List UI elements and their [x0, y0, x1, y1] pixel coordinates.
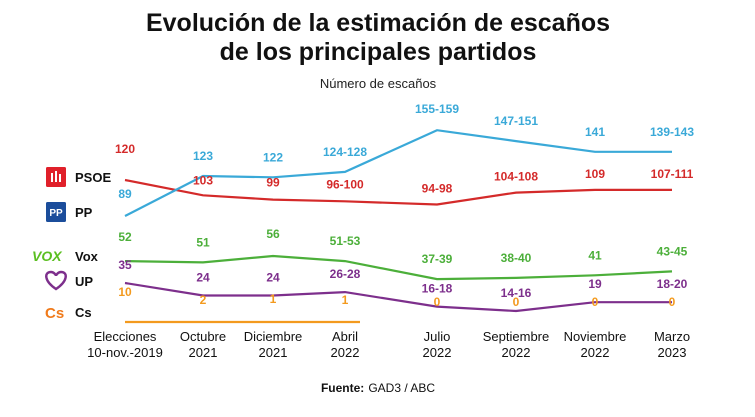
legend-label-up: UP [75, 274, 93, 289]
x-tick-line: 2022 [331, 345, 360, 360]
x-tick-label-6: Noviembre 2022 [564, 329, 627, 360]
data-label-cs-3: 1 [342, 293, 349, 307]
data-label-up-7: 18-20 [657, 277, 688, 291]
chart-subtitle: Número de escaños [320, 76, 437, 91]
data-label-pp-5: 147-151 [494, 114, 538, 128]
data-label-up-5: 14-16 [501, 286, 532, 300]
x-tick-label-1: Octubre 2021 [180, 329, 226, 360]
chart-title-line1: Evolución de la estimación de escaños [146, 9, 610, 37]
x-tick-line: 2022 [423, 345, 452, 360]
psoe-rose-mark [51, 171, 61, 182]
x-tick-line: Elecciones [94, 329, 157, 344]
data-label-cs-0: 10 [118, 285, 132, 299]
data-label-vox-6: 41 [588, 248, 602, 262]
data-label-cs-1: 2 [200, 293, 207, 307]
source-value: GAD3 / ABC [368, 381, 435, 395]
data-label-vox-4: 37-39 [422, 252, 453, 266]
pp-logo-text: PP [49, 208, 63, 219]
data-label-psoe-3: 96-100 [326, 177, 364, 191]
data-label-vox-3: 51-53 [330, 234, 361, 248]
x-tick-label-0: Elecciones 10-nov.-2019 [87, 329, 163, 360]
data-label-vox-7: 43-45 [657, 244, 688, 258]
up-logo-icon [45, 270, 67, 291]
legend-item-psoe: PSOE [46, 167, 111, 187]
data-label-psoe-7: 107-111 [651, 167, 694, 181]
source-label: Fuente: [321, 381, 364, 395]
x-tick-label-7: Marzo 2023 [654, 329, 690, 360]
data-label-cs-2: 1 [270, 292, 277, 306]
data-label-cs-5: 0 [513, 295, 520, 309]
data-label-psoe-0: 120 [115, 142, 135, 156]
x-tick-line: Diciembre [244, 329, 303, 344]
data-label-vox-1: 51 [196, 235, 210, 249]
x-tick-line: Octubre [180, 329, 226, 344]
chart-title-line2: de los principales partidos [220, 38, 537, 66]
x-tick-line: 2023 [658, 345, 687, 360]
series-line-psoe [124, 178, 672, 206]
data-label-up-6: 19 [588, 277, 602, 291]
legend-item-up: UP [45, 270, 93, 291]
data-label-up-3: 26-28 [330, 267, 361, 281]
series-line-pp [124, 129, 672, 217]
data-label-cs-7: 0 [669, 295, 676, 309]
data-label-up-1: 24 [196, 271, 210, 285]
data-label-psoe-2: 99 [266, 176, 280, 190]
data-label-psoe-1: 103 [193, 173, 213, 187]
x-tick-line: Noviembre [564, 329, 627, 344]
data-label-vox-5: 38-40 [501, 251, 532, 265]
legend-label-cs: Cs [75, 305, 92, 320]
series-line-up [124, 281, 672, 313]
data-label-pp-6: 141 [585, 125, 605, 139]
chart-source: Fuente: GAD3 / ABC [321, 381, 435, 395]
legend-item-vox: VOX Vox [32, 248, 99, 264]
x-tick-label-4: Julio 2022 [423, 329, 452, 360]
data-label-up-4: 16-18 [422, 282, 453, 296]
x-tick-label-3: Abril 2022 [331, 329, 360, 360]
x-tick-line: Marzo [654, 329, 690, 344]
data-label-vox-0: 52 [118, 230, 132, 244]
data-label-psoe-6: 109 [585, 167, 605, 181]
data-label-psoe-4: 94-98 [422, 182, 453, 196]
pp-logo-icon [46, 202, 66, 222]
x-tick-line: Julio [424, 329, 451, 344]
x-tick-line: Abril [332, 329, 358, 344]
data-label-pp-4: 155-159 [415, 102, 459, 116]
vox-logo-icon: VOX [32, 248, 63, 264]
legend-label-psoe: PSOE [75, 170, 111, 185]
legend-label-vox: Vox [75, 249, 99, 264]
x-tick-line: 10-nov.-2019 [87, 345, 163, 360]
data-label-pp-3: 124-128 [323, 145, 367, 159]
data-label-pp-2: 122 [263, 150, 283, 164]
data-label-pp-0: 89 [118, 187, 132, 201]
x-tick-label-2: Diciembre 2021 [244, 329, 303, 360]
series-line-vox [124, 254, 673, 281]
data-label-psoe-5: 104-108 [494, 170, 538, 184]
data-label-cs-4: 0 [434, 295, 441, 309]
data-label-vox-2: 56 [266, 227, 280, 241]
data-label-pp-7: 139-143 [650, 125, 694, 139]
x-tick-line: 2022 [502, 345, 531, 360]
legend-item-cs: Cs Cs [45, 305, 92, 322]
x-tick-line: Septiembre [483, 329, 549, 344]
legend-item-pp: PP PP [46, 202, 93, 222]
data-label-up-0: 35 [118, 258, 132, 272]
series-lines [124, 129, 673, 324]
party-legend: PSOE PP PP VOX Vox UP Cs Cs [32, 167, 111, 322]
data-label-up-2: 24 [266, 271, 280, 285]
x-tick-line: 2021 [259, 345, 288, 360]
cs-logo-icon: Cs [45, 305, 64, 322]
data-label-cs-6: 0 [592, 295, 599, 309]
x-tick-line: 2022 [581, 345, 610, 360]
data-label-pp-1: 123 [193, 149, 213, 163]
x-tick-line: 2021 [189, 345, 218, 360]
x-tick-label-5: Septiembre 2022 [483, 329, 549, 360]
legend-label-pp: PP [75, 205, 93, 220]
